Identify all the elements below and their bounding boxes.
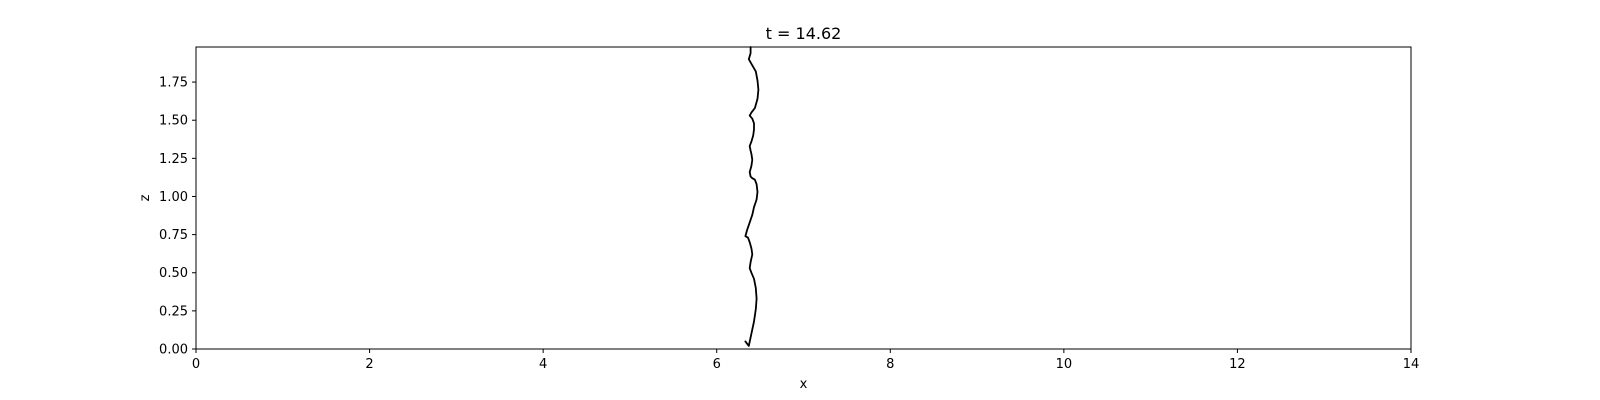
y-axis-label: z (138, 194, 153, 201)
chart-title: t = 14.62 (766, 24, 842, 43)
y-axis: 0.00 0.25 0.50 0.75 1.00 1.25 1.50 1.75 (159, 76, 196, 358)
x-axis: 0 2 4 6 8 10 12 14 (192, 349, 1419, 372)
x-tick-label: 0 (192, 357, 200, 372)
y-tick-label: 1.00 (159, 190, 188, 205)
y-tick-label: 0.00 (159, 343, 188, 358)
series-line-0 (744, 46, 760, 347)
y-tick-label: 1.75 (159, 76, 188, 91)
plot-area (195, 46, 1412, 350)
x-tick-label: 10 (1056, 357, 1073, 372)
y-tick-label: 1.50 (159, 114, 188, 129)
y-tick-label: 0.75 (159, 228, 188, 243)
x-tick-label: 2 (365, 357, 373, 372)
x-tick-label: 12 (1229, 357, 1246, 372)
y-tick-label: 1.25 (159, 152, 188, 167)
series-layer (744, 46, 760, 347)
plot-frame (195, 46, 1412, 350)
x-tick-label: 8 (886, 357, 894, 372)
y-tick-label: 0.25 (159, 304, 188, 319)
x-tick-label: 4 (539, 357, 547, 372)
x-tick-label: 14 (1403, 357, 1420, 372)
y-tick-label: 0.50 (159, 266, 188, 281)
x-tick-label: 6 (713, 357, 721, 372)
x-axis-label: x (800, 377, 808, 392)
